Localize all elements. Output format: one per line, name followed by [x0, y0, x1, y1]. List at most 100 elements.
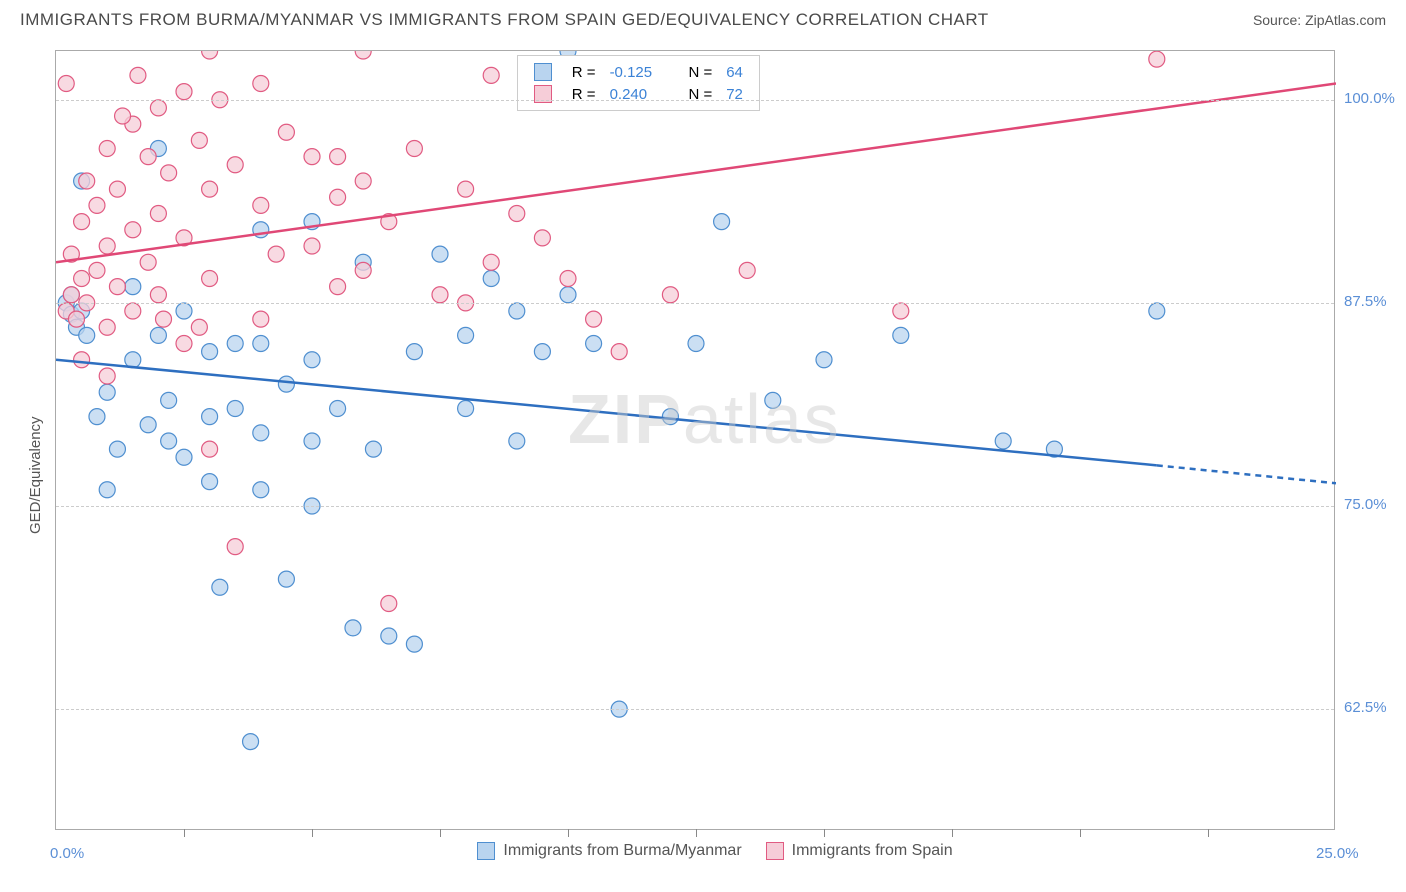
legend-swatch: [477, 842, 495, 860]
data-point-burma: [176, 449, 192, 465]
data-point-spain: [1149, 51, 1165, 67]
data-point-burma: [304, 352, 320, 368]
data-point-burma: [125, 279, 141, 295]
grid-line: [56, 506, 1334, 507]
data-point-burma: [406, 344, 422, 360]
data-point-burma: [765, 392, 781, 408]
x-minor-tick: [1080, 829, 1081, 837]
legend-r-value: -0.125: [604, 62, 659, 82]
data-point-spain: [58, 76, 74, 92]
grid-line: [56, 709, 1334, 710]
chart-container: IMMIGRANTS FROM BURMA/MYANMAR VS IMMIGRA…: [0, 0, 1406, 892]
data-point-spain: [89, 262, 105, 278]
data-point-spain: [176, 336, 192, 352]
data-point-spain: [79, 173, 95, 189]
y-tick-label: 62.5%: [1344, 699, 1387, 716]
data-point-burma: [99, 384, 115, 400]
data-point-burma: [330, 401, 346, 417]
data-point-spain: [611, 344, 627, 360]
title-bar: IMMIGRANTS FROM BURMA/MYANMAR VS IMMIGRA…: [0, 0, 1406, 40]
data-point-spain: [355, 173, 371, 189]
data-point-spain: [150, 100, 166, 116]
data-point-spain: [509, 206, 525, 222]
data-point-spain: [355, 51, 371, 59]
data-point-spain: [109, 279, 125, 295]
data-point-burma: [560, 287, 576, 303]
data-point-spain: [202, 181, 218, 197]
legend-n-label: N =: [682, 62, 718, 82]
data-point-burma: [140, 417, 156, 433]
data-point-burma: [202, 409, 218, 425]
data-point-burma: [253, 425, 269, 441]
data-point-spain: [191, 132, 207, 148]
data-point-spain: [534, 230, 550, 246]
data-point-spain: [432, 287, 448, 303]
data-point-spain: [176, 84, 192, 100]
grid-line: [56, 303, 1334, 304]
data-point-burma: [432, 246, 448, 262]
data-point-spain: [156, 311, 172, 327]
data-point-burma: [278, 376, 294, 392]
x-minor-tick: [184, 829, 185, 837]
data-point-burma: [995, 433, 1011, 449]
data-point-burma: [1149, 303, 1165, 319]
scatter-svg: [56, 51, 1336, 831]
x-minor-tick: [952, 829, 953, 837]
data-point-burma: [458, 327, 474, 343]
data-point-spain: [458, 181, 474, 197]
data-point-spain: [381, 596, 397, 612]
data-point-burma: [534, 344, 550, 360]
data-point-burma: [161, 392, 177, 408]
data-point-burma: [99, 482, 115, 498]
data-point-burma: [816, 352, 832, 368]
data-point-spain: [89, 197, 105, 213]
data-point-spain: [253, 197, 269, 213]
data-point-spain: [330, 279, 346, 295]
plot-area: ZIPatlas R =-0.125 N =64R =0.240 N =72 6…: [55, 50, 1335, 830]
data-point-burma: [714, 214, 730, 230]
correlation-legend: R =-0.125 N =64R =0.240 N =72: [517, 55, 760, 111]
legend-r-value: 0.240: [604, 84, 659, 104]
data-point-spain: [74, 214, 90, 230]
data-point-spain: [406, 141, 422, 157]
data-point-spain: [483, 67, 499, 83]
chart-title: IMMIGRANTS FROM BURMA/MYANMAR VS IMMIGRA…: [20, 10, 989, 30]
data-point-burma: [688, 336, 704, 352]
legend-n-value: 72: [720, 84, 749, 104]
data-point-burma: [202, 344, 218, 360]
data-point-burma: [212, 579, 228, 595]
data-point-burma: [662, 409, 678, 425]
data-point-spain: [150, 206, 166, 222]
data-point-burma: [79, 327, 95, 343]
series-legend: Immigrants from Burma/MyanmarImmigrants …: [0, 842, 1406, 860]
grid-line: [56, 100, 1334, 101]
data-point-burma: [893, 327, 909, 343]
data-point-burma: [161, 433, 177, 449]
data-point-burma: [150, 327, 166, 343]
data-point-spain: [304, 238, 320, 254]
data-point-spain: [202, 271, 218, 287]
data-point-spain: [63, 287, 79, 303]
data-point-spain: [893, 303, 909, 319]
data-point-burma: [586, 336, 602, 352]
data-point-spain: [99, 141, 115, 157]
data-point-spain: [304, 149, 320, 165]
data-point-burma: [365, 441, 381, 457]
data-point-burma: [227, 336, 243, 352]
data-point-spain: [140, 149, 156, 165]
trend-line-ext-burma: [1157, 465, 1336, 483]
legend-swatch: [766, 842, 784, 860]
data-point-spain: [268, 246, 284, 262]
data-point-burma: [109, 441, 125, 457]
data-point-spain: [586, 311, 602, 327]
data-point-spain: [483, 254, 499, 270]
x-minor-tick: [1208, 829, 1209, 837]
legend-series-label: Immigrants from Burma/Myanmar: [503, 842, 741, 859]
data-point-burma: [243, 734, 259, 750]
legend-r-label: R =: [566, 62, 602, 82]
source-label: Source: ZipAtlas.com: [1253, 12, 1386, 28]
y-tick-label: 87.5%: [1344, 293, 1387, 310]
data-point-burma: [253, 482, 269, 498]
data-point-spain: [330, 189, 346, 205]
data-point-burma: [381, 628, 397, 644]
